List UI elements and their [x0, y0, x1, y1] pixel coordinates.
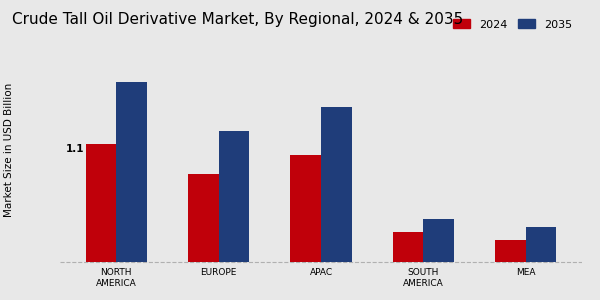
- Bar: [86, 144, 116, 262]
- Bar: [116, 82, 147, 262]
- Bar: [290, 155, 321, 262]
- Text: Market Size in USD Billion: Market Size in USD Billion: [4, 83, 14, 217]
- Bar: [392, 232, 424, 262]
- Bar: [321, 107, 352, 262]
- Bar: [495, 241, 526, 262]
- Bar: [424, 219, 454, 262]
- Bar: [526, 226, 556, 262]
- Legend: 2024, 2035: 2024, 2035: [449, 15, 577, 34]
- Text: Crude Tall Oil Derivative Market, By Regional, 2024 & 2035: Crude Tall Oil Derivative Market, By Reg…: [12, 12, 463, 27]
- Text: 1.1: 1.1: [65, 144, 84, 154]
- Bar: [218, 131, 250, 262]
- Bar: [188, 174, 218, 262]
